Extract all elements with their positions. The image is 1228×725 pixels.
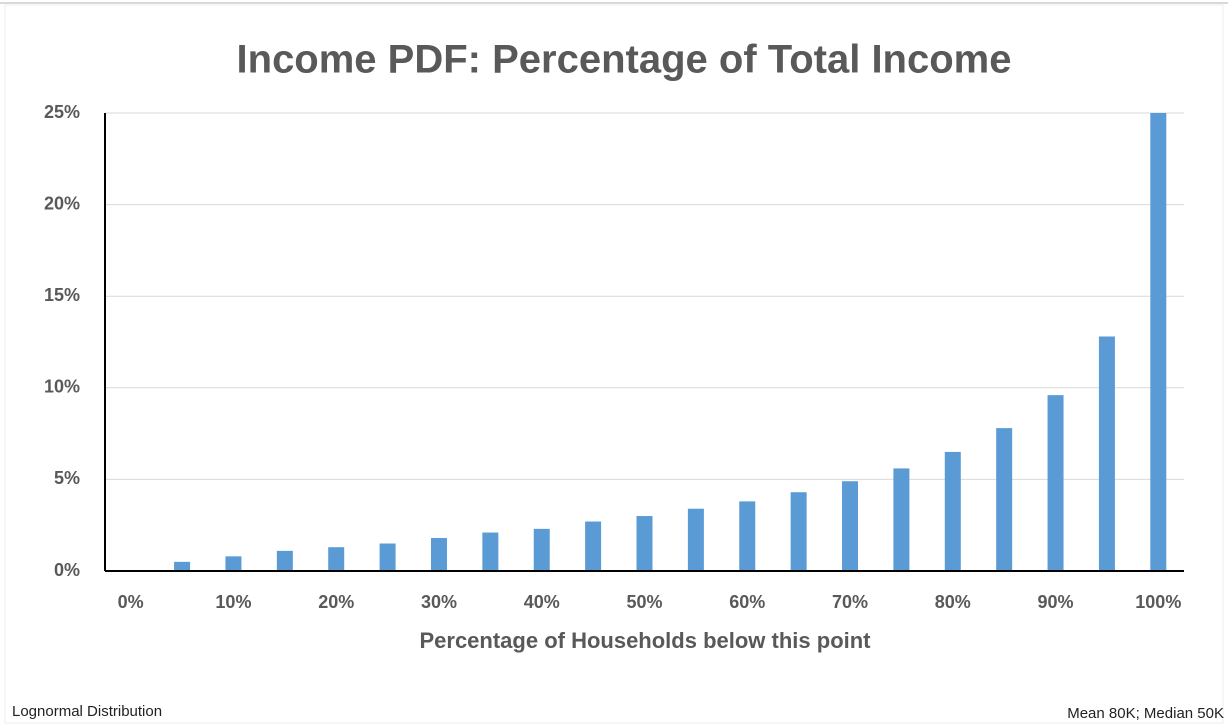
x-tick-label: 30% [421, 592, 457, 612]
note: Lognormal Distribution [12, 703, 162, 720]
bar [944, 451, 961, 571]
bar [225, 556, 242, 571]
x-tick-label: 100% [1135, 592, 1181, 612]
bar [328, 547, 345, 571]
x-tick-label: 60% [729, 592, 765, 612]
note: Mean 80K; Median 50K [1067, 705, 1224, 722]
bar [1150, 113, 1167, 571]
chart-border [4, 4, 1224, 724]
bar [1098, 336, 1115, 571]
y-tick-label: 15% [44, 285, 80, 305]
y-tick-label: 5% [54, 468, 80, 488]
bar [996, 428, 1013, 571]
bar [636, 516, 653, 571]
bar [174, 561, 191, 571]
bar [790, 492, 807, 571]
y-tick-label: 20% [44, 193, 80, 213]
x-tick-label: 0% [118, 592, 144, 612]
bar [739, 501, 756, 571]
y-tick-label: 0% [54, 560, 80, 580]
x-tick-label: 10% [215, 592, 251, 612]
x-tick-label: 20% [318, 592, 354, 612]
chart-title: Income PDF: Percentage of Total Income [237, 38, 1012, 82]
bar [276, 550, 293, 571]
bar [533, 528, 550, 571]
bar [482, 532, 499, 571]
bar [893, 468, 910, 571]
x-axis-label: Percentage of Households below this poin… [419, 628, 871, 653]
bar [1047, 395, 1064, 571]
y-tick-label: 25% [44, 102, 80, 122]
bar [687, 508, 704, 571]
x-tick-label: 40% [524, 592, 560, 612]
x-tick-label: 70% [832, 592, 868, 612]
bar [430, 538, 447, 571]
x-tick-label: 80% [935, 592, 971, 612]
bar [842, 481, 859, 571]
x-tick-label: 50% [626, 592, 662, 612]
bar [585, 521, 602, 571]
x-tick-label: 90% [1038, 592, 1074, 612]
bar [379, 543, 396, 571]
y-tick-label: 10% [44, 377, 80, 397]
